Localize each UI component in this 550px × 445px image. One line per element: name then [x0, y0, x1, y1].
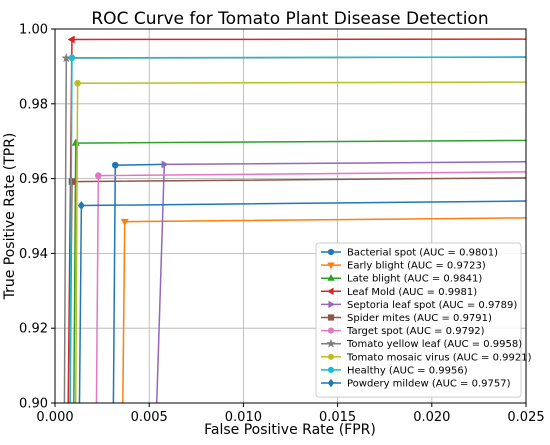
series-marker-diamond: [327, 378, 335, 388]
series-marker-circle: [68, 54, 76, 62]
series-marker-circle: [327, 366, 335, 373]
roc-series: [111, 161, 165, 404]
x-tick-label: 0.000: [36, 410, 73, 425]
x-tick-label: 0.015: [319, 410, 356, 425]
series-marker-triangle-down: [120, 218, 129, 227]
legend-label: Tomato mosaic virus (AUC = 0.9921): [346, 352, 532, 363]
x-tick-label: 0.005: [131, 410, 168, 425]
y-tick-label: 0.92: [19, 322, 48, 337]
legend-label: Early blight (AUC = 0.9723): [347, 261, 486, 272]
legend-item: Late blight (AUC = 0.9841): [321, 274, 482, 285]
y-tick-label: 0.98: [19, 97, 48, 112]
series-marker-circle: [327, 248, 335, 256]
y-tick-label: 0.94: [19, 247, 48, 262]
legend-label: Tomato yellow leaf (AUC = 0.9958): [346, 339, 522, 350]
plot-frame: [54, 28, 527, 404]
roc-series: [74, 79, 527, 404]
series-marker-circle: [327, 327, 335, 334]
series-marker-triangle-right: [161, 160, 169, 169]
series-marker-triangle-down: [327, 262, 335, 270]
legend-item: Early blight (AUC = 0.9723): [321, 261, 486, 272]
series-marker-triangle-up: [327, 274, 335, 281]
legend-item: Septoria leaf spot (AUC = 0.9789): [321, 300, 517, 311]
legend-item: Spider mites (AUC = 0.9791): [321, 313, 492, 324]
roc-series: [155, 160, 527, 404]
legend-label: Leaf Mold (AUC = 0.9981): [347, 287, 477, 298]
y-tick-label: 1.00: [19, 23, 48, 38]
series-marker-circle: [95, 172, 102, 179]
series-marker-triangle-left: [326, 287, 334, 296]
legend-item: Target spot (AUC = 0.9792): [321, 326, 485, 337]
x-tick-label: 0.025: [507, 410, 544, 425]
legend-box: [315, 242, 522, 398]
legend-item: Powdery mildew (AUC = 0.9757): [321, 379, 511, 390]
x-axis-title: False Positive Rate (FPR): [204, 422, 376, 438]
series-marker-triangle-left: [67, 35, 75, 44]
legend-item: Healthy (AUC = 0.9956): [321, 365, 468, 376]
x-tick-label: 0.010: [225, 410, 262, 425]
series-marker-circle: [111, 161, 119, 169]
legend-label: Septoria leaf spot (AUC = 0.9789): [347, 300, 517, 311]
series-marker-diamond: [77, 201, 85, 210]
legend-label: Powdery mildew (AUC = 0.9757): [347, 379, 511, 390]
roc-series: [77, 200, 527, 404]
roc-series: [95, 171, 527, 404]
legend-label: Bacterial spot (AUC = 0.9801): [347, 248, 498, 259]
legend-label: Spider mites (AUC = 0.9791): [347, 313, 492, 324]
series-marker-circle: [74, 79, 81, 87]
y-axis-title: True Positive Rate (TPR): [2, 133, 18, 301]
legend-item: Tomato yellow leaf (AUC = 0.9958): [321, 338, 522, 350]
series-marker-circle: [327, 353, 335, 360]
legend-label: Healthy (AUC = 0.9956): [347, 365, 468, 376]
legend-label: Target spot (AUC = 0.9792): [346, 326, 485, 337]
roc-series-line: [112, 163, 165, 404]
legend-label: Late blight (AUC = 0.9841): [347, 274, 482, 285]
legend-item: Tomato mosaic virus (AUC = 0.9921): [321, 352, 532, 363]
series-marker-star: [326, 338, 336, 348]
series-lines: [61, 35, 527, 404]
legend-item: Leaf Mold (AUC = 0.9981): [321, 287, 477, 298]
series-marker-triangle-right: [328, 300, 336, 309]
roc-series: [68, 54, 527, 404]
roc-series: [67, 35, 527, 404]
y-tick-label: 0.90: [19, 397, 48, 412]
legend-item: Bacterial spot (AUC = 0.9801): [321, 248, 498, 259]
chart-title: ROC Curve for Tomato Plant Disease Detec…: [91, 9, 488, 29]
axis-ticks: 0.000 0.005 0.010 0.015 0.020 0.025 0.90 0.92 0.…: [19, 23, 545, 426]
series-marker-square: [327, 314, 335, 321]
y-tick-label: 0.96: [19, 172, 48, 187]
x-tick-label: 0.020: [413, 410, 450, 425]
legend: Bacterial spot (AUC = 0.9801) Early bligh…: [315, 242, 532, 398]
roc-series: [120, 217, 527, 404]
